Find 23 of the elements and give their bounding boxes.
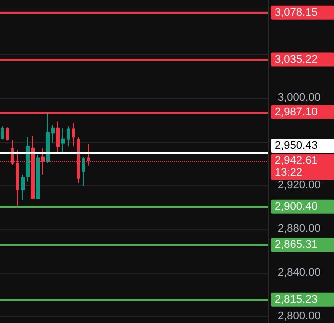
candlestick [67, 126, 70, 148]
y-tick-label: 2,880.00 [278, 223, 321, 236]
candlestick [1, 126, 4, 140]
y-tick-label: 2,920.00 [278, 180, 321, 192]
ref-line-label: 3,035.22 [275, 54, 318, 66]
candlestick [72, 122, 75, 148]
candlestick [36, 154, 40, 200]
ref-line-label: 2,987.10 [275, 106, 318, 118]
ref-line-label: 2,942.61 13:22 [275, 155, 318, 180]
candlestick [61, 128, 65, 154]
ref-line-label: 2,950.43 [275, 140, 318, 152]
y-tick-label: 2,800.00 [278, 310, 321, 322]
ref-line-label: 3,078.15 [275, 6, 318, 19]
candlestick [82, 156, 85, 187]
y-tick-label: 2,840.00 [278, 266, 321, 279]
ref-line-label: 2,900.40 [275, 200, 318, 213]
ref-line-label: 2,865.31 [275, 239, 318, 252]
ref-line-label: 2,815.23 [275, 294, 318, 306]
candlestick [26, 136, 30, 182]
y-tick-label: 3,000.00 [278, 92, 321, 104]
candlestick [6, 127, 9, 142]
candlestick [56, 121, 60, 154]
candlestick [21, 174, 25, 201]
